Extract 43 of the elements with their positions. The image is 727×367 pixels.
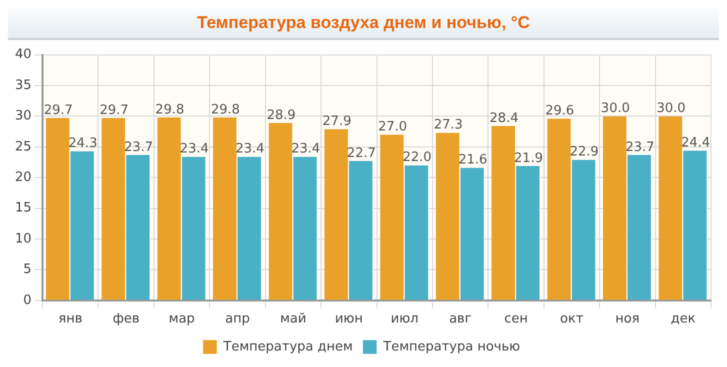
legend-label: Температура днем <box>222 339 353 354</box>
y-tick-label: 10 <box>14 231 32 246</box>
data-label: 29.6 <box>545 104 574 119</box>
data-label: 30.0 <box>600 101 630 116</box>
x-tick-label: сен <box>504 312 528 327</box>
y-tick-label: 20 <box>14 170 32 185</box>
x-tick-label: июн <box>334 312 363 327</box>
x-tick-label: июл <box>390 312 418 327</box>
y-tick-label: 25 <box>14 139 32 154</box>
data-label: 23.7 <box>124 140 154 155</box>
data-label: 29.8 <box>155 102 184 118</box>
data-label: 29.8 <box>211 102 240 118</box>
y-tick-label: 15 <box>14 200 32 216</box>
x-tick-label: апр <box>225 312 250 327</box>
data-label: 23.7 <box>625 140 654 155</box>
y-tick-label: 35 <box>14 78 32 93</box>
data-label: 29.7 <box>100 102 129 118</box>
x-tick-label: ноя <box>615 312 640 327</box>
x-tick-label: фев <box>112 312 140 327</box>
y-tick-label: 30 <box>14 108 32 124</box>
x-tick-label: май <box>280 312 306 327</box>
data-label: 22.0 <box>402 150 432 166</box>
y-tick-label: 5 <box>23 262 32 278</box>
data-label: 29.7 <box>44 102 73 118</box>
data-label: 23.4 <box>236 142 264 157</box>
legend-label: Температура ночью <box>382 339 520 354</box>
x-tick-label: янв <box>58 312 82 327</box>
x-tick-label: мар <box>168 312 195 327</box>
chart-title: Температура воздуха днем и ночью, °C <box>8 8 719 40</box>
y-tick-label: 0 <box>23 292 32 308</box>
data-label: 30.0 <box>656 101 686 116</box>
data-label: 24.4 <box>681 135 710 150</box>
x-tick-label: окт <box>560 312 584 327</box>
data-label: 27.9 <box>322 114 352 129</box>
x-tick-label: авг <box>449 312 472 327</box>
data-label: 28.4 <box>490 110 518 126</box>
y-tick-label: 40 <box>14 47 32 62</box>
data-label: 23.4 <box>291 142 320 157</box>
data-label: 27.0 <box>378 119 408 134</box>
x-tick-label: дек <box>670 312 696 327</box>
data-label: 21.9 <box>514 150 543 166</box>
data-label: 28.9 <box>266 108 296 123</box>
data-label: 27.3 <box>434 118 463 133</box>
